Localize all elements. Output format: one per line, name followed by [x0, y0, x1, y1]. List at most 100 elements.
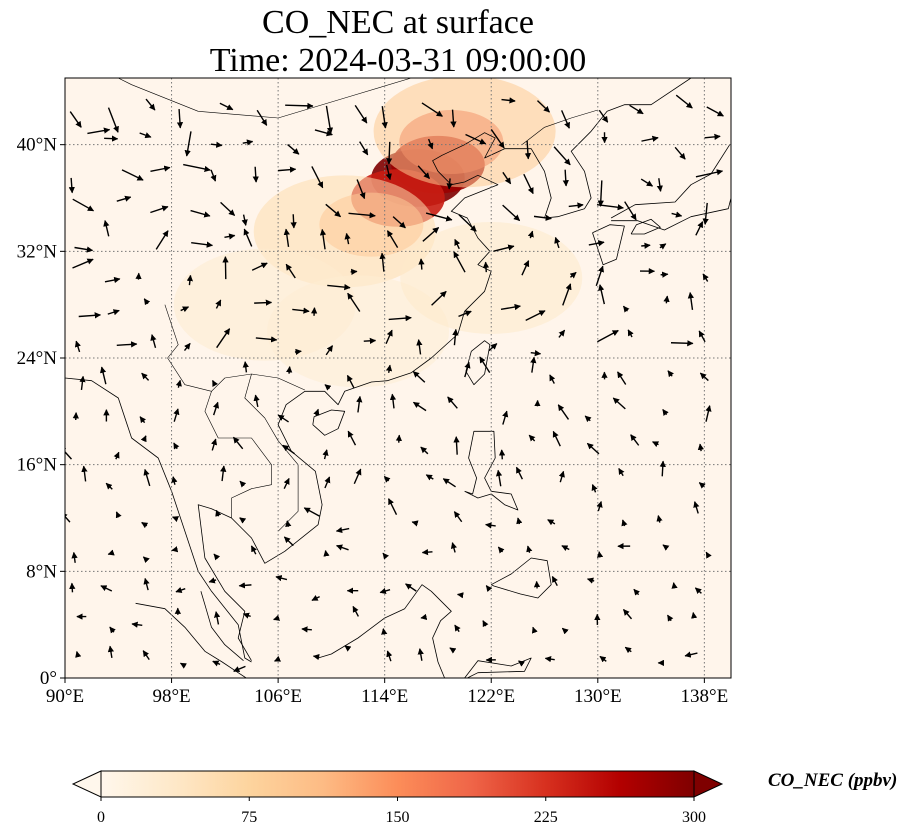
- wind-arrow: [242, 361, 249, 373]
- wind-arrow: [482, 620, 489, 628]
- wind-arrow: [395, 434, 403, 443]
- wind-arrow: [479, 356, 491, 374]
- wind-arrow: [652, 441, 660, 448]
- wind-arrow: [531, 626, 538, 634]
- wind-arrow: [456, 592, 464, 599]
- wind-arrow: [65, 445, 73, 460]
- wind-arrow: [344, 645, 352, 652]
- wind-arrow: [544, 655, 555, 663]
- wind-arrow: [518, 660, 526, 667]
- wind-arrow: [420, 446, 429, 455]
- wind-arrow: [502, 204, 521, 222]
- colorbar-max-extend: [693, 770, 724, 798]
- wind-arrow: [325, 105, 334, 134]
- wind-arrow: [173, 442, 180, 450]
- wind-arrow: [303, 507, 320, 517]
- wind-arrow: [319, 228, 327, 250]
- wind-arrow: [346, 374, 355, 389]
- wind-arrow: [502, 171, 512, 185]
- wind-arrow: [255, 336, 278, 343]
- wind-arrow: [105, 482, 113, 490]
- wind-arrow: [485, 522, 496, 529]
- wind-arrow: [699, 372, 709, 382]
- wind-arrow: [116, 195, 132, 202]
- wind-arrow: [591, 484, 598, 493]
- colorbar-min-extend: [71, 770, 102, 798]
- wind-arrow: [425, 212, 453, 222]
- axis-ticks: 90°E 98°E 106°E 114°E 122°E 130°E 138°E 0° 8°N 16…: [17, 135, 729, 707]
- wind-arrow: [656, 514, 663, 523]
- wind-arrow: [150, 334, 157, 348]
- wind-arrow: [659, 243, 667, 250]
- wind-arrow: [324, 476, 331, 489]
- wind-arrow: [416, 339, 423, 355]
- wind-arrow: [495, 469, 503, 487]
- wind-arrow: [283, 477, 290, 489]
- wind-arrow: [312, 653, 320, 661]
- wind-arrow: [453, 511, 463, 523]
- wind-arrow: [630, 434, 640, 446]
- wind-arrow: [488, 343, 498, 352]
- wind-arrow: [359, 141, 369, 156]
- wind-arrow: [533, 214, 552, 221]
- plume-5: [373, 78, 556, 188]
- wind-arrow: [515, 466, 524, 480]
- wind-arrow: [71, 551, 78, 563]
- wind-arrow: [285, 102, 314, 109]
- wind-arrow: [381, 628, 388, 635]
- wind-arrow: [386, 230, 399, 249]
- wind-arrow: [243, 228, 253, 247]
- wind-arrow: [405, 583, 417, 592]
- wind-arrow: [143, 468, 151, 487]
- coast-sulawesi: [464, 657, 532, 678]
- wind-arrow: [524, 140, 532, 160]
- wind-arrow: [485, 585, 493, 593]
- wind-arrow: [322, 449, 329, 460]
- wind-arrow: [561, 545, 570, 552]
- wind-arrow: [417, 165, 431, 179]
- wind-arrow: [633, 588, 641, 596]
- wind-arrow: [392, 216, 406, 229]
- wind-arrow: [353, 468, 362, 485]
- wind-arrow: [498, 449, 506, 460]
- wind-arrow: [211, 438, 218, 451]
- wind-arrow: [561, 627, 569, 635]
- wind-arrow: [139, 416, 147, 424]
- wind-arrow: [142, 650, 150, 661]
- wind-arrow: [598, 109, 609, 123]
- wind-arrow: [69, 111, 82, 128]
- wind-arrow: [179, 662, 187, 669]
- coast-malay: [200, 591, 244, 662]
- wind-arrow: [500, 303, 521, 311]
- wind-arrow: [695, 169, 724, 178]
- wind-arrow: [659, 460, 666, 477]
- wind-arrow: [72, 198, 95, 212]
- wind-arrow: [113, 451, 120, 460]
- wind-arrow: [612, 397, 626, 410]
- wind-arrow: [141, 521, 149, 529]
- wind-arrow: [382, 552, 389, 560]
- wind-arrow: [285, 263, 296, 279]
- wind-arrow: [286, 366, 293, 374]
- coast-hainan: [312, 409, 346, 436]
- wind-arrow: [220, 465, 227, 482]
- plume-8: [267, 275, 450, 388]
- wind-arrow: [336, 544, 349, 551]
- wind-arrow: [379, 252, 386, 272]
- wind-arrow: [352, 605, 359, 617]
- wind-arrow: [183, 342, 191, 352]
- wind-arrow: [670, 340, 694, 347]
- wind-arrow: [232, 436, 244, 450]
- wind-arrow: [705, 405, 712, 422]
- wind-arrow: [87, 127, 111, 135]
- colorbar-tick-label: 300: [682, 809, 706, 826]
- wind-arrow: [213, 611, 221, 625]
- wind-arrow: [596, 500, 603, 512]
- wind-arrow: [274, 655, 282, 662]
- lat-tick-label: 24°N: [17, 348, 58, 369]
- wind-arrow: [525, 310, 546, 321]
- wind-arrow: [675, 94, 693, 109]
- wind-arrow: [588, 240, 605, 247]
- wind-arrow: [617, 371, 627, 385]
